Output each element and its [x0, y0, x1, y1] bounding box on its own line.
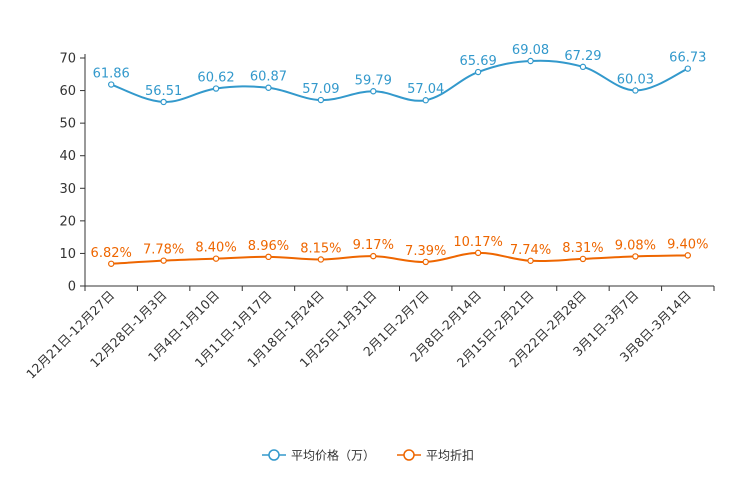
data-label: 9.40% [667, 237, 708, 252]
data-label: 56.51 [145, 84, 182, 99]
data-label: 61.86 [93, 67, 130, 82]
x-tick-label: 12月21日-12月27日 [23, 288, 117, 382]
data-label: 6.82% [91, 246, 132, 261]
data-point [160, 98, 167, 106]
data-point [684, 65, 691, 72]
data-label: 57.09 [302, 82, 339, 97]
data-label: 8.40% [195, 241, 236, 256]
data-label: 57.04 [407, 82, 444, 97]
y-tick-label: 70 [59, 52, 76, 67]
y-tick-label: 0 [68, 280, 76, 295]
data-point [632, 87, 639, 94]
data-label: 9.17% [353, 238, 394, 253]
data-point [422, 97, 429, 104]
data-point [474, 249, 482, 257]
legend-marker [403, 449, 415, 461]
y-tick-label: 40 [59, 149, 76, 164]
data-point [632, 253, 639, 260]
y-tick-label: 10 [59, 247, 76, 262]
y-tick-label: 20 [59, 214, 76, 229]
legend-marker [268, 449, 280, 461]
y-tick-label: 50 [59, 117, 76, 132]
data-label: 60.62 [197, 71, 234, 86]
data-point [579, 255, 587, 263]
data-point [579, 63, 587, 71]
data-label: 7.74% [510, 243, 551, 258]
data-point [370, 88, 377, 95]
data-label: 8.31% [562, 241, 603, 256]
data-point [527, 57, 534, 65]
data-point [527, 257, 534, 264]
data-point [684, 252, 691, 259]
data-point [317, 96, 325, 104]
data-label: 10.17% [453, 235, 503, 250]
data-label: 66.73 [669, 51, 706, 66]
data-label: 8.96% [248, 239, 289, 254]
data-label: 67.29 [564, 49, 601, 64]
data-point [160, 257, 167, 264]
data-label: 59.79 [355, 73, 392, 88]
data-label: 8.15% [300, 241, 341, 256]
data-label: 7.78% [143, 243, 184, 258]
data-point [265, 253, 272, 261]
data-point [108, 81, 115, 88]
data-label: 60.03 [617, 72, 654, 87]
legend-label: 平均价格（万） [291, 448, 375, 463]
data-point [474, 68, 482, 76]
series-line-1 [111, 251, 688, 265]
y-tick-label: 60 [59, 84, 76, 99]
data-label: 69.08 [512, 43, 549, 58]
series-line-0 [110, 59, 689, 103]
y-tick-label: 30 [59, 182, 76, 197]
data-point [265, 84, 272, 91]
data-point [370, 252, 377, 260]
data-label: 9.08% [615, 238, 656, 253]
data-point [317, 256, 325, 263]
data-point [212, 85, 220, 92]
data-label: 7.39% [405, 244, 446, 259]
data-label: 60.87 [250, 70, 287, 85]
data-label: 65.69 [460, 54, 497, 69]
data-point [108, 260, 115, 267]
legend-label: 平均折扣 [426, 448, 474, 463]
data-point [422, 258, 429, 266]
data-point [212, 255, 220, 262]
